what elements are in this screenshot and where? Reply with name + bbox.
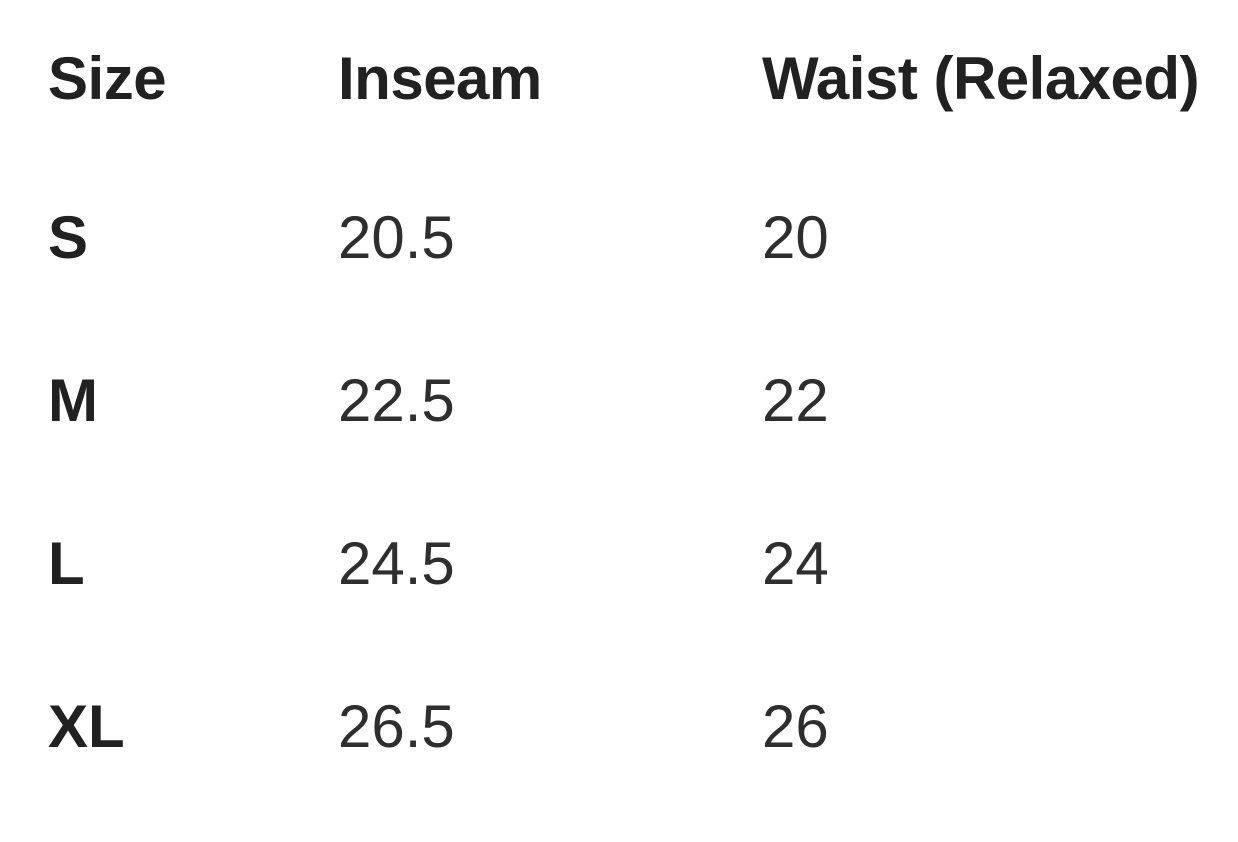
inseam-value: 26.5 [338, 693, 455, 760]
table-row: M 22.5 22 [48, 319, 1238, 482]
inseam-value: 22.5 [338, 367, 455, 434]
size-label-l: L [48, 530, 85, 597]
waist-value: 24 [762, 530, 829, 597]
inseam-value: 24.5 [338, 530, 455, 597]
column-header-size: Size [48, 44, 167, 112]
table-row: XL 26.5 26 [48, 645, 1238, 808]
column-header-inseam: Inseam [338, 44, 542, 112]
waist-value: 26 [762, 693, 829, 760]
waist-value: 22 [762, 367, 829, 434]
waist-value: 20 [762, 204, 829, 271]
table-row: L 24.5 24 [48, 482, 1238, 645]
column-header-waist-relaxed: Waist (Relaxed) [762, 44, 1200, 112]
size-label-xl: XL [48, 693, 125, 760]
size-chart-table: Size Inseam Waist (Relaxed) S 20.5 20 M … [48, 0, 1238, 808]
size-label-m: M [48, 367, 98, 434]
size-label-s: S [48, 204, 89, 271]
inseam-value: 20.5 [338, 204, 455, 271]
table-header-row: Size Inseam Waist (Relaxed) [48, 0, 1238, 156]
table-row: S 20.5 20 [48, 156, 1238, 319]
